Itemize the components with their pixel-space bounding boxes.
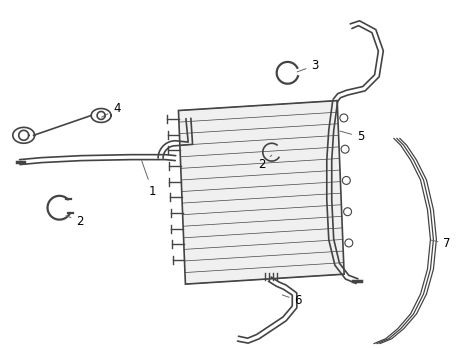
Polygon shape [179,101,344,284]
Text: 5: 5 [340,130,365,143]
Text: 4: 4 [101,103,120,117]
Text: 2: 2 [258,155,272,171]
Text: 1: 1 [142,161,156,198]
Text: 6: 6 [283,294,302,307]
Text: 2: 2 [66,215,84,228]
Text: 7: 7 [431,237,451,251]
Text: 3: 3 [297,59,319,72]
